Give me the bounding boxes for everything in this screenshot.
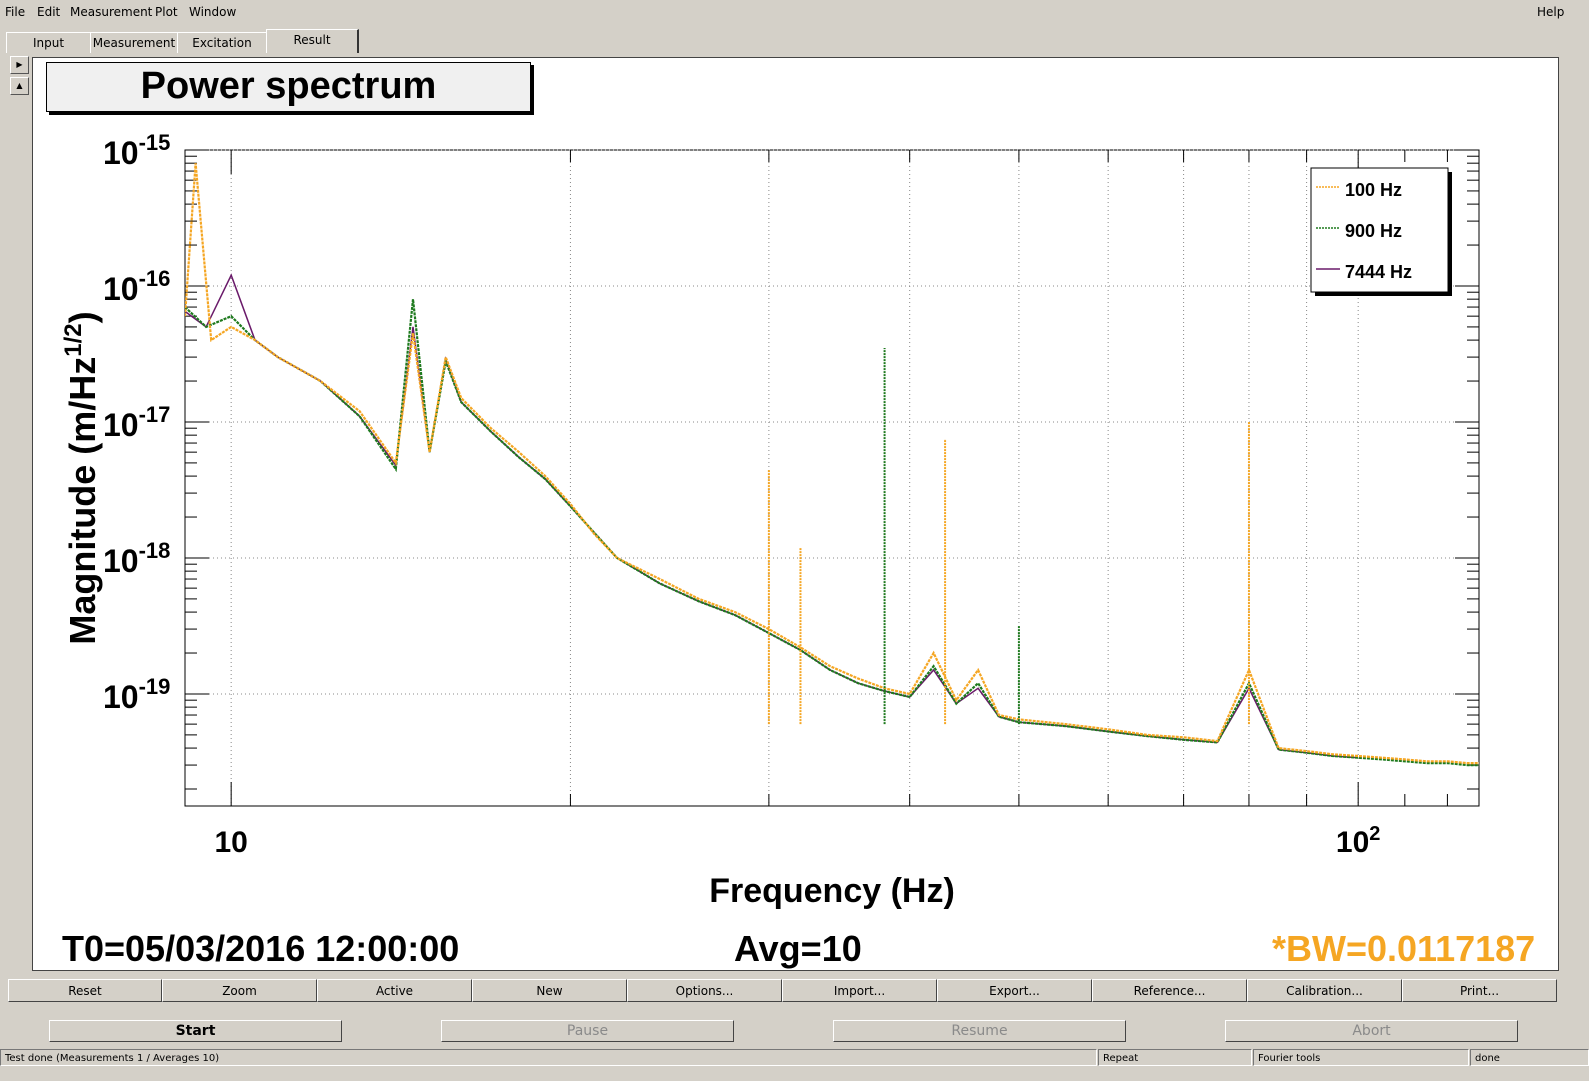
- active-button[interactable]: Active: [317, 979, 472, 1002]
- pause-button[interactable]: Pause: [441, 1020, 734, 1042]
- tab-measurement[interactable]: Measurement: [90, 32, 178, 53]
- triangle-right-icon: ▶: [16, 60, 23, 69]
- status-tool: Fourier tools: [1253, 1049, 1469, 1066]
- options-button[interactable]: Options...: [627, 979, 782, 1002]
- t0-label: T0=05/03/2016 12:00:00: [62, 928, 460, 969]
- plot-title: Power spectrum: [46, 62, 531, 112]
- reset-button[interactable]: Reset: [8, 979, 162, 1002]
- zoom-button[interactable]: Zoom: [162, 979, 317, 1002]
- triangle-up-icon: ▲: [16, 81, 23, 90]
- resume-button[interactable]: Resume: [833, 1020, 1126, 1042]
- print-button[interactable]: Print...: [1402, 979, 1557, 1002]
- expand-right-button[interactable]: ▶: [10, 56, 29, 74]
- reference-button[interactable]: Reference...: [1092, 979, 1247, 1002]
- calibration-button[interactable]: Calibration...: [1247, 979, 1402, 1002]
- tab-result[interactable]: Result: [266, 29, 359, 53]
- menu-window[interactable]: Window: [189, 5, 237, 19]
- new-button[interactable]: New: [472, 979, 627, 1002]
- avg-label: Avg=10: [734, 928, 862, 969]
- tab-input[interactable]: Input: [6, 32, 91, 53]
- status-message: Test done (Measurements 1 / Averages 10): [0, 1049, 1097, 1066]
- menu-measurement[interactable]: Measurement: [70, 5, 153, 19]
- menu-bar: File Edit Measurement Plot Window Help: [0, 0, 1589, 24]
- import-button[interactable]: Import...: [782, 979, 937, 1002]
- bandwidth-label: *BW=0.0117187: [1272, 928, 1536, 969]
- start-button[interactable]: Start: [49, 1020, 342, 1042]
- menu-file[interactable]: File: [5, 5, 26, 19]
- menu-edit[interactable]: Edit: [37, 5, 61, 19]
- menu-plot[interactable]: Plot: [155, 5, 178, 19]
- collapse-up-button[interactable]: ▲: [10, 77, 29, 95]
- status-repeat: Repeat: [1098, 1049, 1252, 1066]
- status-state: done: [1470, 1049, 1589, 1066]
- tab-excitation[interactable]: Excitation: [177, 32, 267, 53]
- abort-button[interactable]: Abort: [1225, 1020, 1518, 1042]
- export-button[interactable]: Export...: [937, 979, 1092, 1002]
- plot-canvas[interactable]: [32, 57, 1559, 971]
- menu-help[interactable]: Help: [1537, 5, 1565, 19]
